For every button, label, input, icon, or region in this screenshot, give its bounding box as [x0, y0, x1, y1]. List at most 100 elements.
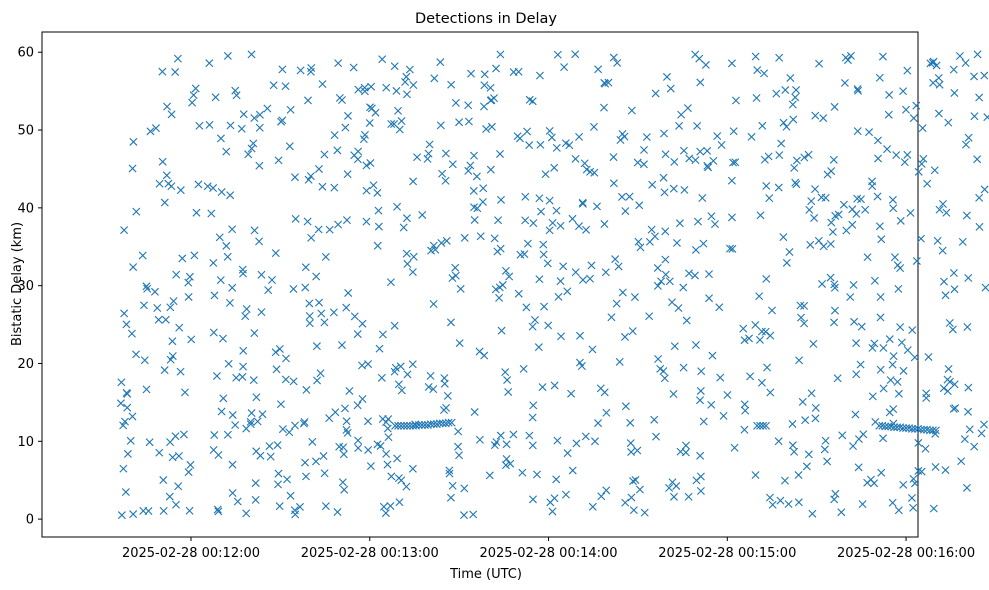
track-point	[925, 426, 934, 435]
clutter-point	[232, 373, 241, 382]
clutter-point	[250, 114, 259, 123]
clutter-point	[460, 233, 469, 242]
clutter-point	[669, 492, 678, 501]
clutter-point	[402, 482, 411, 491]
clutter-point	[342, 303, 351, 312]
clutter-point	[438, 169, 447, 178]
clutter-point	[375, 344, 384, 353]
clutter-point	[975, 222, 984, 231]
clutter-point	[600, 220, 609, 229]
clutter-point	[755, 335, 764, 344]
clutter-point	[354, 436, 363, 445]
clutter-point	[271, 249, 280, 258]
clutter-point	[353, 330, 362, 339]
clutter-point	[409, 177, 418, 186]
clutter-point	[668, 478, 677, 487]
clutter-point	[223, 252, 232, 261]
clutter-point	[312, 272, 321, 281]
y-axis-label: Bistatic Delay (km)	[10, 222, 25, 346]
clutter-point	[162, 171, 171, 180]
clutter-point	[877, 468, 886, 477]
clutter-point	[239, 346, 248, 355]
clutter-point	[798, 397, 807, 406]
clutter-point	[529, 219, 538, 228]
clutter-point	[408, 268, 417, 277]
clutter-point	[696, 147, 705, 156]
clutter-point	[684, 492, 693, 501]
clutter-point	[666, 84, 675, 93]
clutter-point	[176, 186, 185, 195]
clutter-point	[633, 158, 642, 167]
clutter-point	[921, 444, 930, 453]
clutter-point	[354, 85, 363, 94]
clutter-point	[501, 461, 510, 470]
track-point	[400, 421, 409, 430]
track-point	[435, 419, 444, 428]
clutter-point	[817, 193, 826, 202]
clutter-point	[627, 106, 636, 115]
clutter-point	[330, 183, 339, 192]
clutter-point	[568, 214, 577, 223]
clutter-point	[491, 285, 500, 294]
clutter-point	[764, 152, 773, 161]
clutter-point	[514, 289, 523, 298]
clutter-point	[320, 469, 329, 478]
clutter-point	[184, 292, 193, 301]
clutter-point	[597, 492, 606, 501]
clutter-point	[834, 210, 843, 219]
clutter-point	[962, 211, 971, 220]
clutter-point	[305, 319, 314, 328]
clutter-point	[320, 318, 329, 327]
clutter-point	[436, 121, 445, 130]
clutter-point	[865, 128, 874, 137]
clutter-point	[839, 200, 848, 209]
clutter-point	[629, 477, 638, 486]
track-point	[417, 420, 426, 429]
clutter-point	[210, 431, 219, 440]
clutter-point	[408, 360, 417, 369]
clutter-point	[253, 417, 262, 426]
track-point	[394, 421, 403, 430]
data-points	[116, 50, 989, 520]
clutter-point	[964, 383, 973, 392]
clutter-point	[167, 110, 176, 119]
clutter-point	[699, 239, 708, 248]
clutter-point	[731, 158, 740, 167]
clutter-point	[247, 144, 256, 153]
clutter-point	[556, 277, 565, 286]
clutter-point	[853, 85, 862, 94]
clutter-point	[225, 298, 234, 307]
clutter-point	[525, 141, 534, 150]
clutter-point	[494, 216, 503, 225]
clutter-point	[675, 219, 684, 228]
clutter-point	[122, 320, 131, 329]
clutter-point	[186, 460, 195, 469]
clutter-point	[751, 320, 760, 329]
clutter-point	[912, 101, 921, 110]
clutter-point	[690, 271, 699, 280]
track-point	[759, 421, 768, 430]
clutter-point	[341, 123, 350, 132]
clutter-point	[302, 385, 311, 394]
track-point	[444, 418, 453, 427]
clutter-point	[729, 158, 738, 167]
clutter-point	[403, 259, 412, 268]
clutter-point	[807, 197, 816, 206]
clutter-point	[120, 309, 129, 318]
clutter-point	[274, 156, 283, 165]
clutter-point	[470, 151, 479, 160]
track-point	[426, 420, 435, 429]
clutter-point	[228, 489, 237, 497]
clutter-point	[757, 327, 766, 336]
clutter-point	[790, 163, 799, 172]
clutter-point	[889, 204, 898, 213]
clutter-point	[567, 389, 576, 398]
clutter-point	[705, 270, 713, 279]
clutter-point	[950, 88, 959, 97]
clutter-point	[213, 505, 222, 514]
clutter-point	[635, 485, 644, 494]
clutter-point	[365, 118, 374, 127]
clutter-point	[661, 150, 670, 159]
clutter-point	[633, 446, 642, 455]
clutter-point	[343, 170, 352, 179]
